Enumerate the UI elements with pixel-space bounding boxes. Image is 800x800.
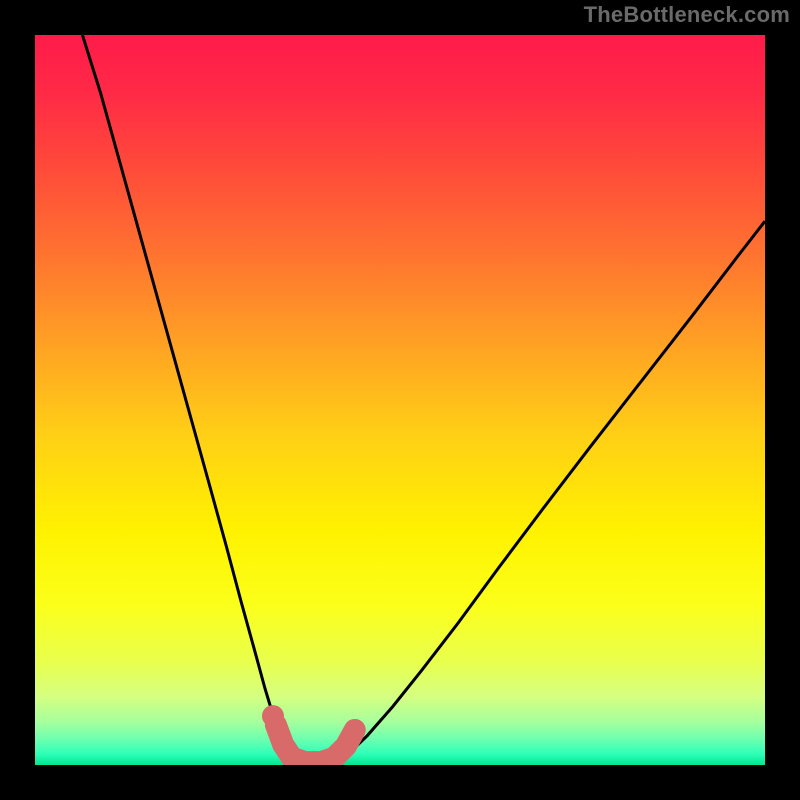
highlight-dot xyxy=(262,705,284,727)
chart-frame: TheBottleneck.com xyxy=(0,0,800,800)
bottleneck-chart xyxy=(0,0,800,800)
watermark-text: TheBottleneck.com xyxy=(584,2,790,28)
plot-background xyxy=(35,35,765,765)
